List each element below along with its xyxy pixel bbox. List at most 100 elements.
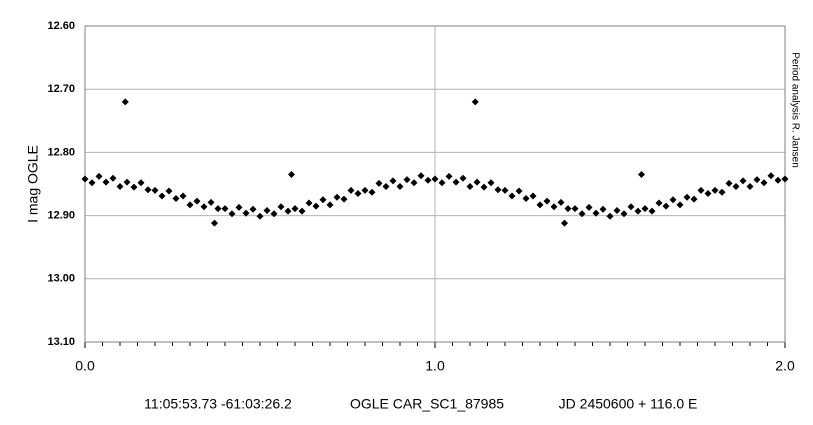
data-point xyxy=(690,195,698,203)
data-point xyxy=(641,205,649,213)
data-point xyxy=(627,203,635,211)
data-point xyxy=(389,177,397,185)
data-point xyxy=(228,210,236,218)
data-point xyxy=(151,186,159,194)
data-point xyxy=(452,178,460,186)
data-point xyxy=(561,219,568,227)
data-point xyxy=(515,187,523,195)
y-tick-label: 12.70 xyxy=(47,83,75,95)
data-point xyxy=(361,186,369,194)
data-point xyxy=(165,187,173,195)
data-point xyxy=(683,193,691,201)
data-point xyxy=(585,203,593,211)
data-point xyxy=(242,209,250,217)
data-point xyxy=(711,186,719,194)
data-point xyxy=(471,98,479,106)
data-point xyxy=(288,171,295,179)
data-point xyxy=(410,179,418,187)
data-point xyxy=(501,186,509,194)
data-point xyxy=(739,177,747,185)
data-point xyxy=(291,205,299,213)
x-tick-label: 2.0 xyxy=(775,358,795,374)
data-point xyxy=(571,205,579,213)
data-point xyxy=(592,209,600,217)
data-point xyxy=(81,175,89,183)
data-point xyxy=(438,179,446,187)
data-point xyxy=(179,192,187,200)
data-point xyxy=(375,179,383,187)
data-point xyxy=(312,202,320,210)
data-point xyxy=(753,176,761,184)
data-point xyxy=(382,183,390,191)
data-point xyxy=(221,205,229,213)
data-point xyxy=(121,98,129,106)
y-tick-label: 12.60 xyxy=(47,20,75,32)
data-point xyxy=(697,186,705,194)
data-point xyxy=(193,197,201,205)
data-point xyxy=(256,212,264,220)
data-point xyxy=(620,210,628,218)
data-point xyxy=(340,195,348,203)
data-point xyxy=(746,183,754,191)
data-point xyxy=(137,179,145,187)
data-point xyxy=(417,172,425,180)
data-point xyxy=(424,176,432,184)
data-point xyxy=(123,178,131,186)
data-point xyxy=(235,203,243,211)
data-point xyxy=(207,198,215,206)
data-point xyxy=(529,192,537,200)
data-point xyxy=(648,207,656,215)
x-tick-label: 0.0 xyxy=(75,358,95,374)
data-point xyxy=(270,210,278,218)
data-point xyxy=(333,193,341,201)
data-point xyxy=(431,175,439,183)
caption: JD 2450600 + 116.0 E xyxy=(559,396,698,412)
x-tick-label: 1.0 xyxy=(425,358,445,374)
data-point xyxy=(466,183,474,191)
y-axis-label: I mag OGLE xyxy=(25,145,41,223)
data-point xyxy=(263,207,271,215)
data-point xyxy=(95,172,103,180)
data-point xyxy=(704,189,712,197)
data-point xyxy=(249,205,257,213)
data-point xyxy=(550,203,558,211)
data-point xyxy=(200,203,208,211)
data-point xyxy=(760,179,768,187)
data-point xyxy=(480,183,488,191)
data-point xyxy=(599,205,607,213)
data-point xyxy=(172,195,180,203)
data-point xyxy=(638,171,645,179)
data-point xyxy=(354,189,362,197)
data-point xyxy=(88,179,96,187)
data-point xyxy=(144,186,152,194)
data-point xyxy=(494,186,502,194)
data-point xyxy=(347,186,355,194)
data-point xyxy=(277,203,285,211)
y-tick-label: 12.90 xyxy=(47,210,75,222)
data-point xyxy=(214,205,222,213)
plot-border xyxy=(84,25,786,343)
data-point xyxy=(732,183,740,191)
data-point xyxy=(676,201,684,209)
data-point xyxy=(564,205,572,213)
data-point xyxy=(578,210,586,218)
data-point xyxy=(326,201,334,209)
data-point xyxy=(522,195,530,203)
data-point xyxy=(767,172,775,180)
y-tick-label: 13.00 xyxy=(47,273,75,285)
data-point xyxy=(543,197,551,205)
data-point xyxy=(634,207,642,215)
data-point xyxy=(508,192,516,200)
data-point xyxy=(298,207,306,215)
data-point xyxy=(158,192,166,200)
data-point xyxy=(102,178,110,186)
data-point xyxy=(487,179,495,187)
data-point xyxy=(781,175,789,183)
data-point xyxy=(536,201,544,209)
data-point xyxy=(473,178,481,186)
data-point xyxy=(319,196,327,204)
data-point xyxy=(613,207,621,215)
y-tick-label: 13.10 xyxy=(47,336,75,348)
